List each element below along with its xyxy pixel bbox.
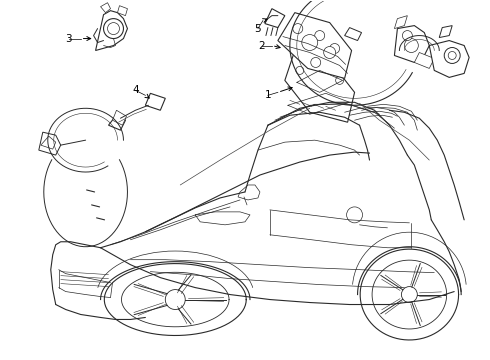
Polygon shape (344, 28, 362, 41)
Circle shape (315, 31, 325, 41)
Polygon shape (118, 6, 127, 15)
Circle shape (293, 24, 303, 33)
Text: 3: 3 (65, 33, 72, 44)
Polygon shape (100, 3, 111, 13)
Polygon shape (96, 11, 127, 50)
Polygon shape (265, 9, 285, 28)
Circle shape (346, 207, 363, 223)
Polygon shape (41, 136, 56, 149)
Polygon shape (285, 50, 355, 122)
Circle shape (444, 48, 460, 63)
Circle shape (107, 23, 120, 35)
Circle shape (165, 289, 185, 310)
Polygon shape (108, 112, 125, 130)
Polygon shape (238, 185, 260, 200)
Polygon shape (113, 110, 126, 125)
Circle shape (336, 76, 343, 84)
Polygon shape (394, 26, 429, 62)
Circle shape (402, 31, 413, 41)
Text: 5: 5 (255, 24, 261, 33)
Circle shape (448, 51, 456, 59)
Circle shape (103, 19, 123, 39)
Polygon shape (394, 15, 407, 28)
Circle shape (324, 46, 336, 58)
Circle shape (401, 287, 417, 302)
Circle shape (404, 39, 418, 53)
Polygon shape (429, 41, 469, 77)
Circle shape (296, 67, 304, 75)
Text: 4: 4 (132, 85, 139, 95)
Polygon shape (39, 132, 61, 155)
Text: 2: 2 (259, 41, 265, 50)
Circle shape (330, 44, 340, 54)
Polygon shape (415, 53, 434, 68)
Polygon shape (278, 13, 352, 78)
Polygon shape (439, 26, 452, 37)
Circle shape (311, 58, 321, 67)
Text: 1: 1 (265, 90, 271, 100)
Polygon shape (146, 93, 165, 110)
Circle shape (302, 35, 318, 50)
